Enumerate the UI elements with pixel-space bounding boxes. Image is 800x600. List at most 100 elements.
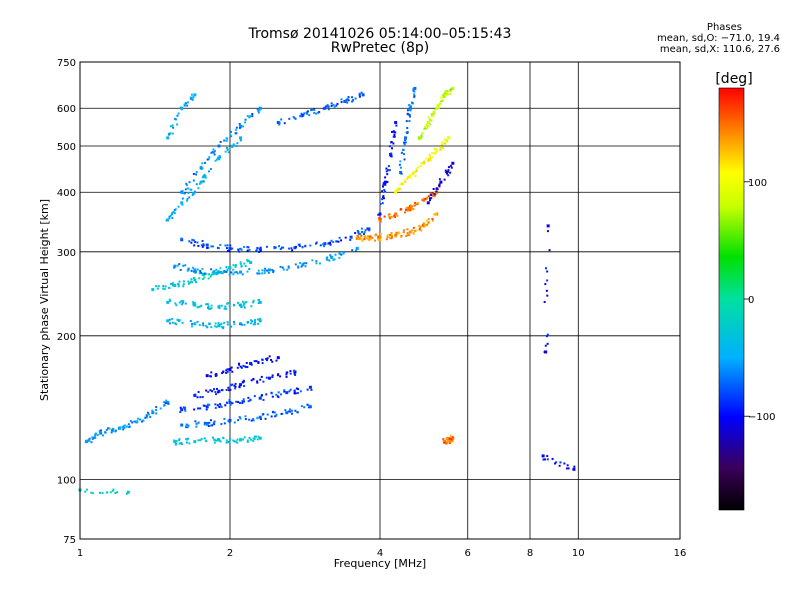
scatter-point [271,376,274,379]
scatter-point [256,246,259,249]
scatter-point [191,281,194,284]
trace-point [193,278,197,282]
scatter-point [305,111,308,114]
trace-point [323,106,327,110]
scatter-point [355,249,358,252]
scatter-point [280,118,283,121]
scatter-point [294,263,297,266]
scatter-point [274,415,277,418]
scatter-point [227,419,230,422]
scatter-point [332,241,335,244]
scatter-point [416,166,419,169]
scatter-point [440,143,443,146]
scatter-point [338,252,341,255]
scatter-point [258,250,261,253]
scatter-point [168,286,171,289]
scatter-point [209,389,212,392]
scatter-point [347,96,350,99]
trace-point [166,136,170,140]
scatter-point [363,231,366,234]
scatter-point [420,162,423,165]
scatter-point [239,417,242,420]
scatter-point [199,439,202,442]
trace-point [378,235,382,239]
x-tick-label: 8 [527,548,533,559]
scatter-point [304,265,307,268]
scatter-point [408,108,411,111]
scatter-point [188,181,191,184]
scatter-point [244,118,247,121]
scatter-point [259,246,262,249]
scatter-point [203,423,206,426]
scatter-point [173,439,176,442]
trace-point [399,170,403,174]
scatter-point [288,410,291,413]
scatter-point [251,112,254,115]
scatter-point [252,299,255,302]
scatter-point [156,287,159,290]
scatter-point [181,321,184,324]
scatter-point [225,401,228,404]
scatter-point [252,419,255,422]
scatter-point [389,233,392,236]
scatter-point [433,194,436,197]
scatter-point [545,289,548,292]
scatter-point [94,434,97,437]
scatter-point [368,238,371,241]
scatter-point [190,325,193,328]
scatter-point [252,439,255,442]
scatter-point [144,416,147,419]
scatter-point [214,390,217,393]
scatter-point [278,123,281,126]
scatter-point [438,184,441,187]
scatter-point [218,304,221,307]
scatter-point [388,213,391,216]
scatter-point [159,407,162,410]
scatter-point [212,270,215,273]
scatter-point [254,321,257,324]
scatter-point [330,239,333,242]
scatter-point [228,399,231,402]
phase-stats-heading: Phases [706,22,742,33]
scatter-point [185,184,188,187]
scatter-point [226,302,229,305]
scatter-point [241,323,244,326]
scatter-point [360,237,363,240]
scatter-point [431,194,434,197]
scatter-point [210,273,213,276]
scatter-point [240,305,243,308]
scatter-point [253,360,256,363]
scatter-point [245,259,248,262]
scatter-point [238,250,241,253]
scatter-point [250,438,253,441]
scatter-point [395,189,398,192]
scatter-point [175,442,178,445]
scatter-point [175,440,178,443]
scatter-point [214,325,217,328]
scatter-point [296,411,299,414]
scatter-point [326,256,329,259]
trace-point [541,454,545,458]
scatter-point [259,317,262,320]
scatter-point [382,194,385,197]
scatter-point [142,419,145,422]
scatter-point [406,126,409,129]
scatter-point [220,423,223,426]
scatter-point [239,437,242,440]
scatter-point [546,458,549,461]
scatter-point [291,249,294,252]
scatter-point [424,224,427,227]
scatter-point [225,139,228,142]
scatter-point [223,422,226,425]
scatter-point [193,192,196,195]
scatter-point [551,457,554,460]
scatter-point [189,320,192,323]
scatter-point [287,266,290,269]
scatter-point [413,96,416,99]
scatter-point [386,234,389,237]
scatter-point [96,434,99,437]
scatter-point [192,239,195,242]
scatter-point [221,389,224,392]
scatter-point [363,238,366,241]
scatter-point [356,235,359,238]
